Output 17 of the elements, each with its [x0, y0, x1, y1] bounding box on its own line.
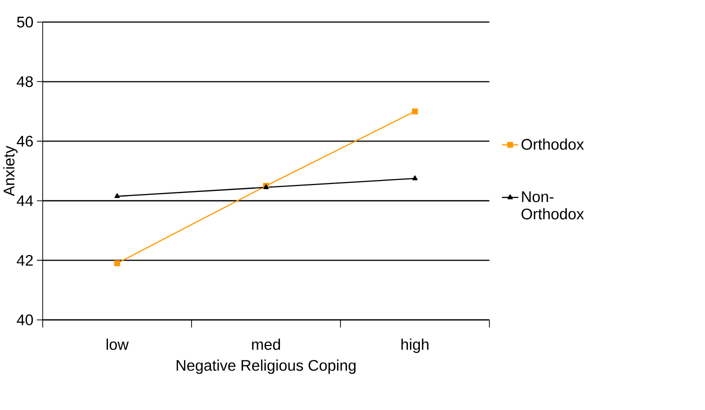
- legend-label: Orthodox: [522, 138, 584, 150]
- point: [412, 108, 418, 114]
- y-tick-label: 42: [16, 254, 33, 266]
- x-tick-label: low: [106, 338, 129, 350]
- y-tick-label: 46: [16, 136, 33, 147]
- y-tick-label: 50: [17, 16, 33, 28]
- x-axis-title: Negative Religious Coping: [176, 359, 356, 374]
- x-tick-label: high: [401, 338, 428, 353]
- y-tick-label: 48: [16, 76, 33, 88]
- point: [114, 193, 120, 198]
- y-axis-title: Anxiety: [3, 146, 18, 196]
- point: [114, 260, 120, 266]
- y-tick-label: 40: [16, 314, 33, 326]
- point: [412, 175, 418, 180]
- x-tick-label: med: [252, 338, 280, 350]
- y-tick-label: 44: [16, 195, 34, 206]
- legend-label: Non-Orthodox: [522, 191, 584, 220]
